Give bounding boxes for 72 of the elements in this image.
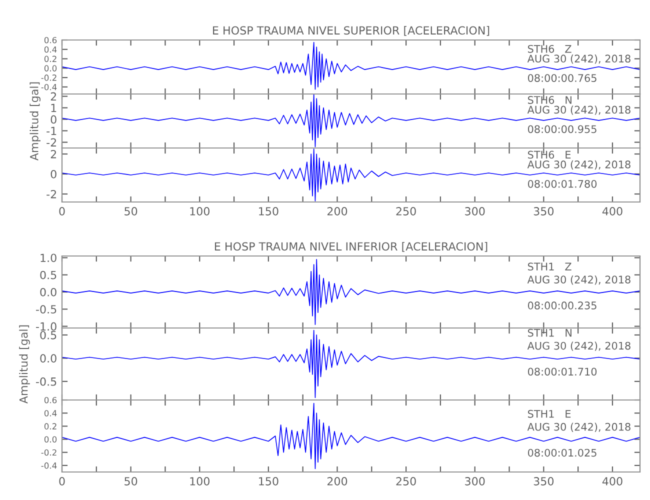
y-tick-label: -1 [46, 126, 56, 135]
y-tick-label: 0 [50, 115, 56, 124]
y-tick-label: -1.0 [36, 322, 56, 331]
line-series [62, 42, 640, 90]
x-tick-label: 50 [124, 207, 138, 216]
y-tick-label: -0.4 [41, 84, 57, 90]
annotation: 08:00:01.710 [528, 368, 597, 376]
annotation: 08:00:01.025 [528, 448, 596, 457]
annotation: AUG 30 (242), 2018 [527, 342, 630, 351]
y-axis-title: Amplitud [gal] [30, 82, 41, 161]
y-tick-label: 0.0 [40, 288, 56, 296]
y-tick-label: 0.0 [44, 65, 57, 72]
annotation: 08:00:01.780 [528, 180, 597, 188]
annotation: 08:00:00.765 [528, 74, 596, 82]
y-tick-label: 1.0 [40, 254, 56, 262]
x-tick-label: 200 [327, 477, 348, 486]
y-tick-label: 0.4 [44, 410, 57, 416]
y-tick-label: -2 [46, 190, 56, 198]
x-tick-label: 400 [602, 207, 622, 216]
x-tick-label: 250 [396, 477, 416, 486]
x-tick-label: 150 [259, 477, 278, 486]
chart-title: E HOSP TRAUMA NIVEL SUPERIOR [ACELERACION] [213, 26, 490, 36]
y-tick-label: 0.2 [44, 56, 56, 62]
x-tick-label: 250 [396, 207, 416, 216]
x-tick-label: 0 [59, 207, 65, 216]
annotation: AUG 30 (242), 2018 [527, 275, 630, 285]
y-tick-label: 1 [51, 104, 56, 112]
y-tick-label: 0.0 [40, 354, 56, 363]
annotation: AUG 30 (242), 2018 [527, 54, 630, 64]
x-tick-label: 0 [59, 477, 65, 486]
x-tick-label: 300 [465, 207, 485, 216]
annotation: STH1 Z [528, 262, 572, 271]
line-series [62, 330, 640, 398]
y-tick-label: 2 [50, 150, 56, 158]
y-axis-title: Amplitud [gal] [19, 325, 30, 404]
annotation: AUG 30 (242), 2018 [527, 422, 630, 432]
y-tick-label: -0.2 [41, 449, 56, 456]
annotation: STH1 N [528, 328, 572, 337]
y-tick-label: 0 [50, 170, 56, 178]
y-tick-label: 0.5 [40, 270, 56, 280]
y-tick-label: 2 [50, 92, 56, 101]
annotation: AUG 30 (242), 2018 [527, 160, 630, 170]
y-tick-label: 0.6 [44, 36, 57, 44]
y-tick-label: 0.6 [44, 396, 57, 404]
y-tick-label: -2 [46, 138, 56, 146]
x-tick-label: 50 [124, 477, 138, 486]
annotation: STH1 E [528, 410, 571, 418]
y-tick-label: -0.5 [36, 377, 56, 386]
x-tick-label: 350 [534, 477, 554, 486]
line-series [62, 259, 640, 325]
y-tick-label: -0.2 [41, 74, 56, 81]
annotation: STH6 Z [528, 44, 572, 53]
y-tick-label: 0.4 [44, 46, 57, 53]
y-tick-label: 0.2 [44, 423, 56, 430]
x-tick-label: 100 [190, 207, 210, 216]
annotation: AUG 30 (242), 2018 [527, 106, 630, 115]
x-tick-label: 300 [465, 477, 485, 486]
y-tick-label: 0.5 [40, 330, 56, 340]
chart-title: E HOSP TRAUMA NIVEL INFERIOR [ACELERACION] [214, 242, 488, 252]
line-series [62, 402, 640, 470]
y-tick-label: -0.5 [36, 305, 56, 314]
x-tick-label: 400 [602, 477, 622, 486]
annotation: STH6 E [528, 150, 571, 159]
x-tick-label: 200 [327, 207, 348, 216]
x-tick-label: 350 [534, 207, 554, 216]
y-tick-label: 0.0 [44, 436, 57, 443]
annotation: 08:00:00.235 [528, 302, 596, 310]
annotation: STH6 N [528, 96, 572, 104]
x-tick-label: 100 [190, 477, 210, 486]
annotation: 08:00:00.955 [528, 125, 596, 134]
x-tick-label: 150 [259, 207, 278, 216]
y-tick-label: -0.4 [41, 462, 57, 469]
